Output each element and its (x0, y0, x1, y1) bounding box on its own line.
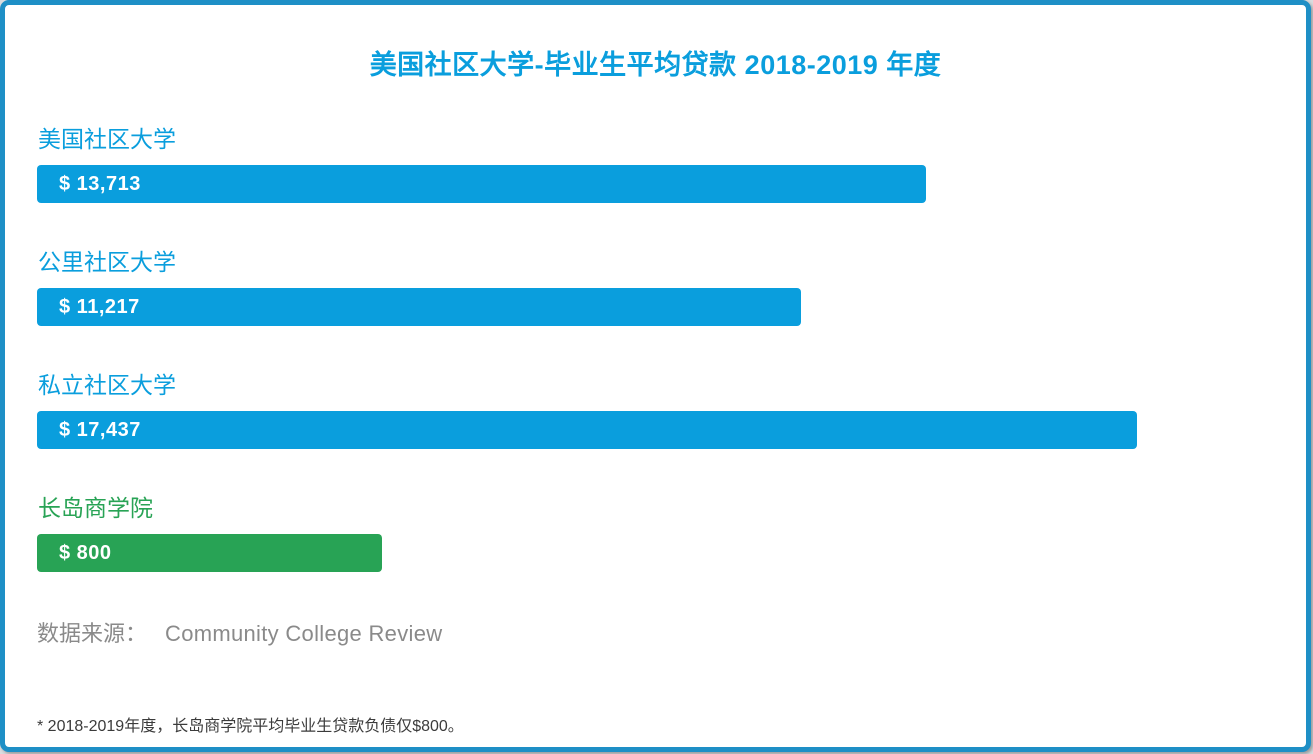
bar-value-label: $ 13,713 (59, 172, 141, 195)
bar-category-label: 公里社区大学 (38, 249, 176, 275)
bar: $ 800 (37, 534, 383, 572)
data-source-line: 数据来源： Community College Review (37, 616, 1274, 648)
bar-value-label: $ 800 (59, 541, 112, 564)
bar: $ 17,437 (37, 411, 1137, 449)
bar-category-label: 私立社区大学 (38, 372, 176, 398)
bar-group: 美国社区大学 $ 13,713 (37, 120, 1274, 203)
bar-value-label: $ 11,217 (59, 295, 140, 318)
bar: $ 11,217 (37, 288, 802, 326)
bar-group: 公里社区大学 $ 11,217 (37, 243, 1274, 326)
bar-chart: 美国社区大学 $ 13,713 公里社区大学 $ 11,217 私立社区大学 $ 17,4… (37, 120, 1274, 572)
bar: $ 13,713 (37, 165, 927, 203)
bar-category-label: 长岛商学院 (38, 495, 153, 521)
bar-value-label: $ 17,437 (59, 418, 141, 441)
data-source-label: 数据来源： (37, 621, 148, 646)
data-source-value: Community College Review (165, 621, 443, 646)
bar-category-label: 美国社区大学 (38, 126, 176, 152)
footnote-text: * 2018-2019年度，长岛商学院平均毕业生贷款负债仅$800。 (37, 718, 464, 735)
bar-group: 长岛商学院 $ 800 (37, 489, 1274, 572)
bar-group: 私立社区大学 $ 17,437 (37, 366, 1274, 449)
chart-title: 美国社区大学-毕业生平均贷款 2018-2019 年度 (369, 50, 942, 80)
